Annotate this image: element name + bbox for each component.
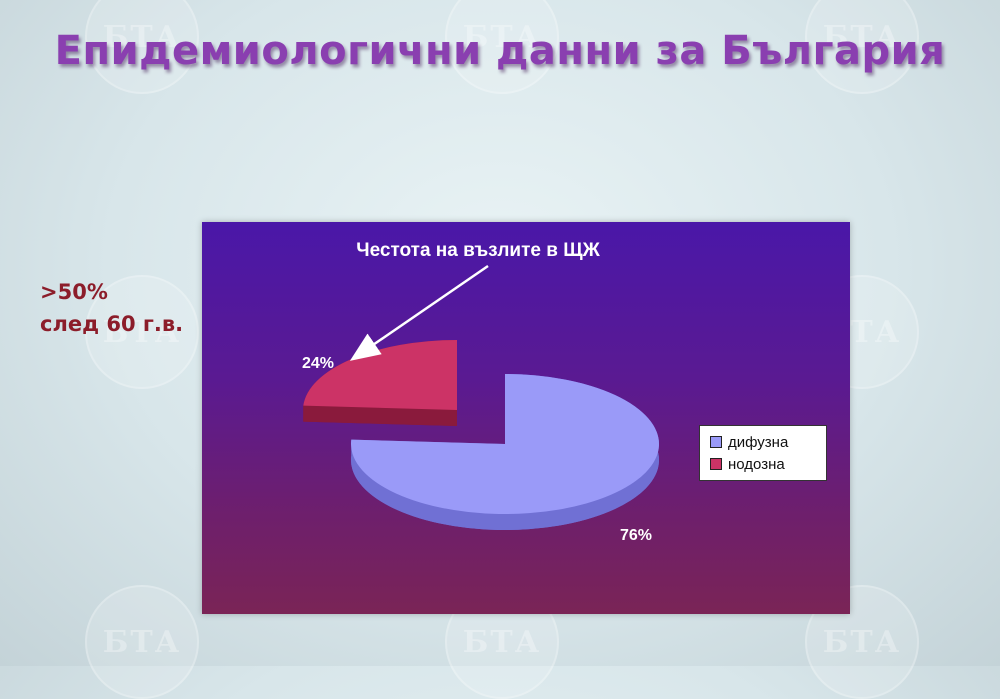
side-note-age: след 60 г.в. xyxy=(40,312,184,336)
pie-slice-difuzna xyxy=(350,374,659,514)
chart-panel: Честота на възлите в ЩЖ 76% 24% дифузна … xyxy=(202,222,850,614)
watermark-logo: БТА xyxy=(85,585,199,699)
pie-chart: Честота на възлите в ЩЖ 76% 24% xyxy=(302,240,659,544)
chart-legend: дифузна нодозна xyxy=(699,425,827,481)
legend-label-nodozna: нодозна xyxy=(728,455,785,473)
watermark-logo: БТА xyxy=(445,0,559,94)
watermark-logo: БТА xyxy=(85,275,199,389)
watermark-logo: БТА xyxy=(85,0,199,94)
annotation-arrow xyxy=(349,264,489,361)
legend-swatch-nodozna xyxy=(710,458,722,470)
pie-slice-cut-face xyxy=(303,340,457,426)
legend-item-difuzna: дифузна xyxy=(710,431,826,453)
side-note: >50% след 60 г.в. xyxy=(40,276,183,340)
side-note-percentage: >50% xyxy=(40,280,108,304)
pie-slice-nodozna xyxy=(303,340,457,410)
legend-label-difuzna: дифузна xyxy=(728,433,789,451)
legend-item-nodozna: нодозна xyxy=(710,453,826,475)
slice-label-difuzna: 76% xyxy=(620,527,652,544)
slide-title: Епидемиологични данни за България xyxy=(54,28,946,74)
legend-swatch-difuzna xyxy=(710,436,722,448)
chart-title: Честота на възлите в ЩЖ xyxy=(356,240,600,261)
slice-label-nodozna: 24% xyxy=(302,355,334,372)
watermark-logo: БТА xyxy=(805,0,919,94)
